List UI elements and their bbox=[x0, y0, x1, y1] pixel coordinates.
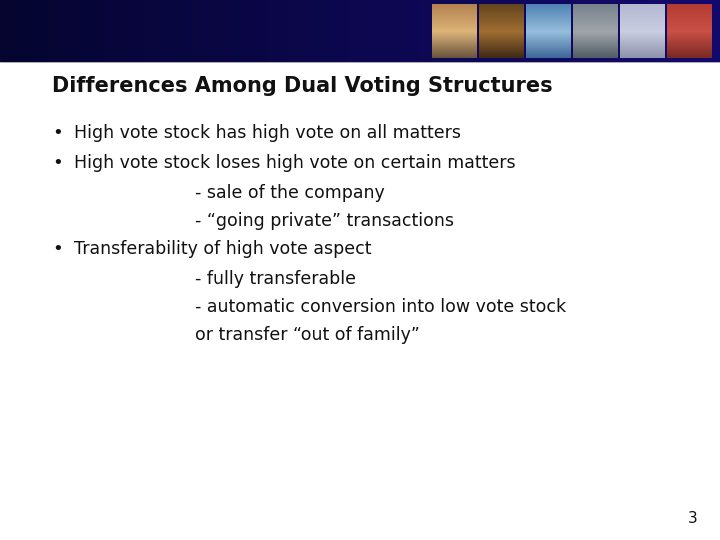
Text: or transfer “out of family”: or transfer “out of family” bbox=[195, 326, 420, 344]
Text: •: • bbox=[52, 124, 63, 142]
Text: High vote stock has high vote on all matters: High vote stock has high vote on all mat… bbox=[74, 124, 461, 142]
Text: High vote stock loses high vote on certain matters: High vote stock loses high vote on certa… bbox=[74, 154, 516, 172]
Text: - sale of the company: - sale of the company bbox=[195, 184, 384, 202]
Text: Transferability of high vote aspect: Transferability of high vote aspect bbox=[74, 240, 372, 258]
Text: •: • bbox=[52, 154, 63, 172]
Text: - automatic conversion into low vote stock: - automatic conversion into low vote sto… bbox=[195, 298, 566, 316]
Text: 3: 3 bbox=[688, 511, 698, 526]
Text: Differences Among Dual Voting Structures: Differences Among Dual Voting Structures bbox=[52, 76, 553, 96]
Text: - “going private” transactions: - “going private” transactions bbox=[195, 212, 454, 230]
Text: - fully transferable: - fully transferable bbox=[195, 270, 356, 288]
Text: •: • bbox=[52, 240, 63, 258]
